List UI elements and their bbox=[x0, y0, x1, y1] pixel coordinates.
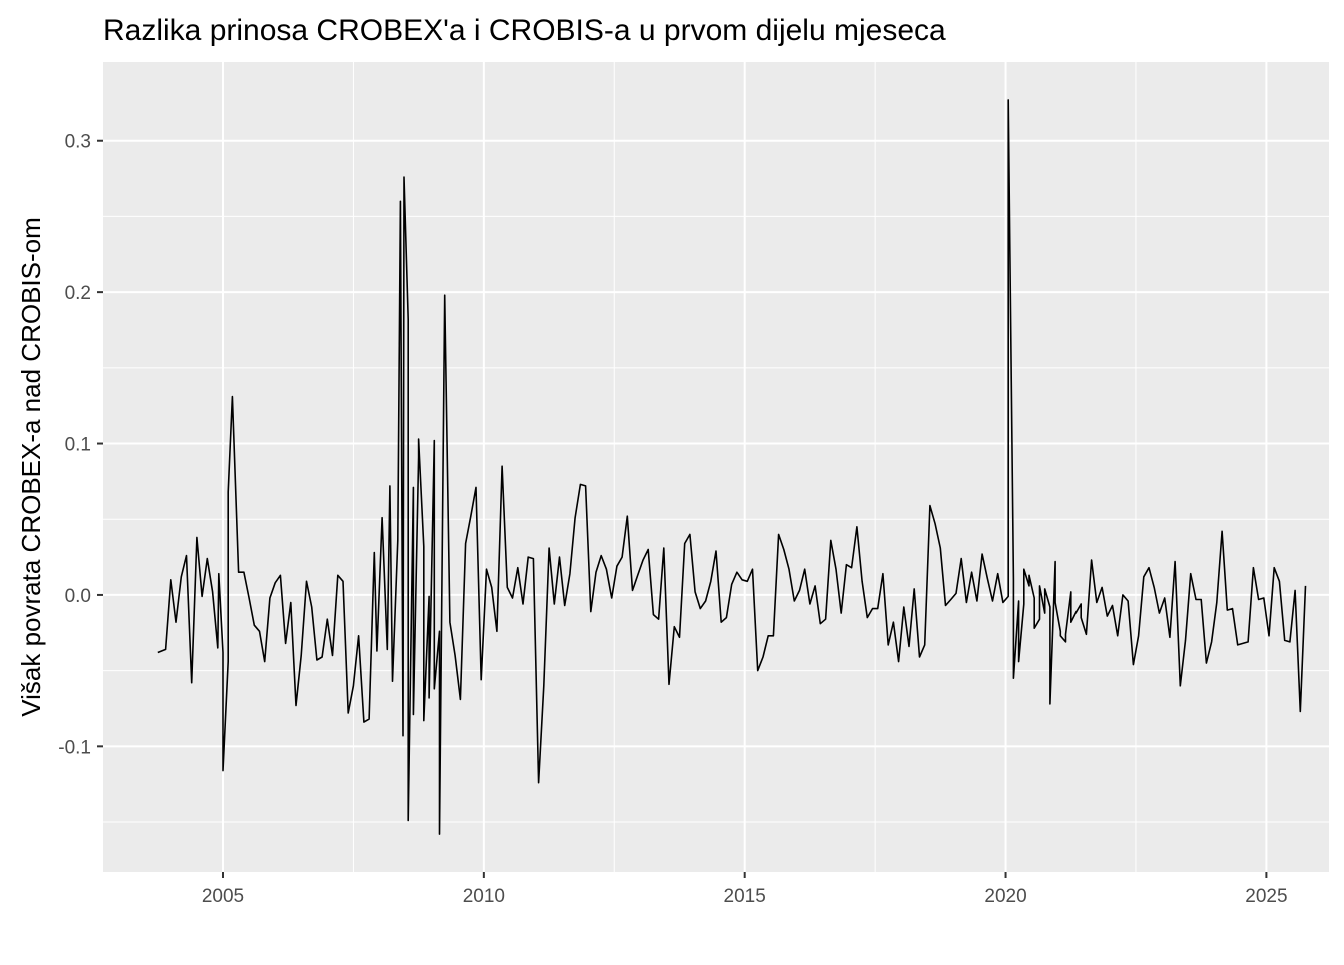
x-tick-label: 2015 bbox=[724, 886, 766, 907]
x-axis-ticks: 2005 2010 2015 2020 2025 bbox=[202, 872, 1288, 907]
grid-minor-lines bbox=[103, 62, 1329, 872]
plot-panel bbox=[103, 62, 1329, 872]
grid-major-lines bbox=[103, 62, 1329, 872]
series-line bbox=[157, 99, 1307, 835]
x-tick-label: 2025 bbox=[1245, 886, 1287, 907]
y-tick-label: -0.1 bbox=[58, 737, 91, 758]
x-tick-label: 2010 bbox=[463, 886, 505, 907]
y-tick-label: 0.2 bbox=[65, 283, 91, 304]
y-tick-label: 0.1 bbox=[65, 435, 91, 456]
chart-title: Razlika prinosa CROBEX'a i CROBIS-a u pr… bbox=[103, 14, 946, 47]
x-tick-label: 2020 bbox=[984, 886, 1026, 907]
y-tick-label: 0.3 bbox=[65, 132, 91, 153]
y-axis-title: Višak povrata CROBEX-a nad CROBIS-om bbox=[16, 217, 46, 716]
series-layer bbox=[157, 99, 1307, 835]
x-tick-label: 2005 bbox=[202, 886, 244, 907]
y-tick-label: 0.0 bbox=[65, 586, 91, 607]
y-axis-ticks: -0.1 0.0 0.1 0.2 0.3 bbox=[58, 132, 103, 758]
